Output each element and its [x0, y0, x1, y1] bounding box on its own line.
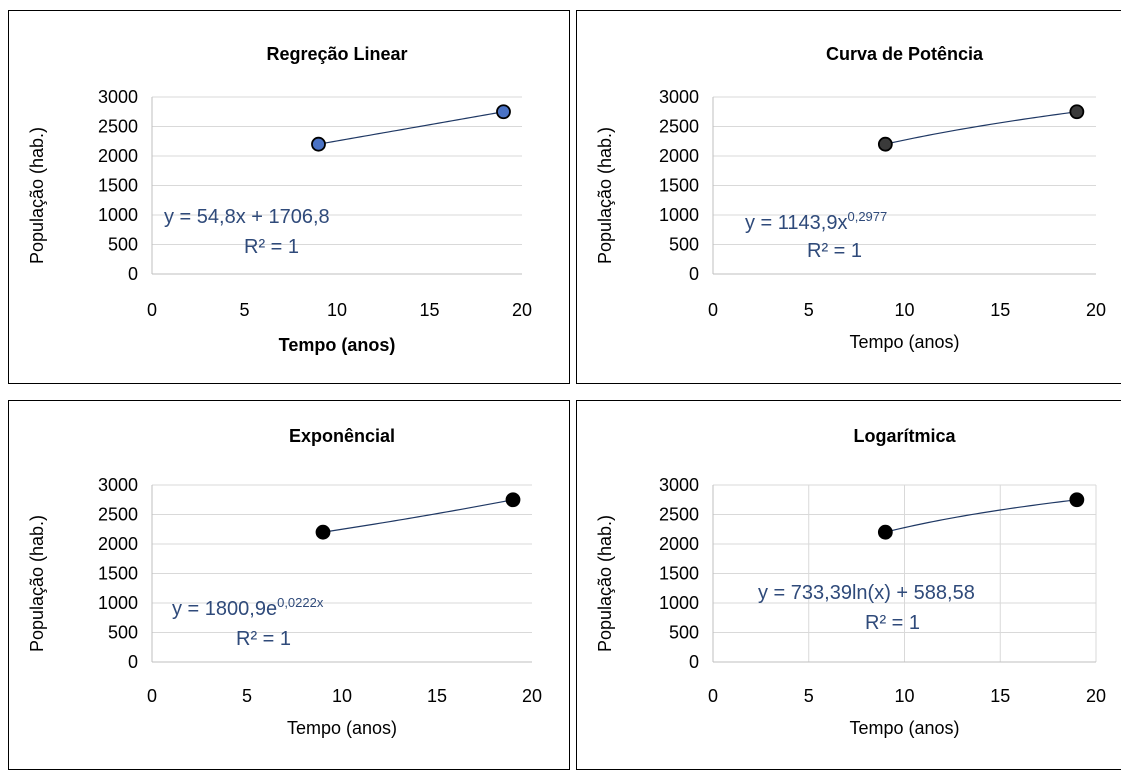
y-tick-label: 1000 [98, 593, 138, 613]
x-tick-label: 15 [427, 686, 447, 706]
r-squared-label: R² = 1 [236, 628, 291, 650]
x-tick-label: 0 [147, 686, 157, 706]
y-tick-label: 2000 [659, 146, 699, 166]
y-tick-label: 1000 [98, 205, 138, 225]
y-tick-label: 2000 [98, 534, 138, 554]
x-tick-label: 0 [708, 300, 718, 320]
y-tick-label: 0 [128, 652, 138, 672]
data-point [1069, 104, 1085, 120]
y-tick-label: 0 [689, 652, 699, 672]
chart-logarithmic: 0 500 1000 1500 2000 2500 3000 0 5 10 15 20 Logarítm… [595, 426, 1106, 738]
y-tick-label: 1500 [98, 564, 138, 584]
data-point [505, 492, 521, 508]
x-tick-label: 20 [1086, 686, 1106, 706]
x-tick-label: 10 [332, 686, 352, 706]
x-axis-label: Tempo (anos) [279, 335, 396, 355]
y-tick-label: 0 [128, 264, 138, 284]
x-tick-label: 5 [239, 300, 249, 320]
y-tick-label: 500 [669, 235, 699, 255]
y-tick-label: 3000 [659, 87, 699, 107]
y-tick-label: 500 [108, 623, 138, 643]
x-axis-label: Tempo (anos) [849, 332, 959, 352]
chart-panel-exponential: 0 500 1000 1500 2000 2500 3000 0 5 10 15 20 Exponênc… [8, 400, 570, 770]
data-point [311, 136, 326, 152]
x-axis-label: Tempo (anos) [849, 718, 959, 738]
chart-panel-linear: 0 500 1000 1500 2000 2500 3000 0 5 10 15 20 Regreção… [8, 10, 570, 384]
y-tick-label: 0 [689, 264, 699, 284]
r-squared-label: R² = 1 [807, 240, 862, 262]
x-tick-label: 15 [419, 300, 439, 320]
y-tick-label: 500 [669, 623, 699, 643]
trendline-equation: y = 1800,9e0,0222x [172, 595, 324, 620]
x-tick-label: 15 [990, 300, 1010, 320]
data-point [877, 524, 893, 540]
y-tick-label: 3000 [98, 475, 138, 495]
trendline [318, 111, 504, 145]
chart-panel-power: 0 500 1000 1500 2000 2500 3000 0 5 10 15 20 Curva de… [576, 10, 1121, 384]
y-axis-label: População (hab.) [595, 127, 615, 264]
data-point [877, 136, 893, 152]
x-tick-label: 5 [804, 300, 814, 320]
chart-panel-logarithmic: 0 500 1000 1500 2000 2500 3000 0 5 10 15 20 Logarítm… [576, 400, 1121, 770]
y-tick-label: 1500 [659, 564, 699, 584]
y-tick-label: 500 [108, 235, 138, 255]
trendline-equation: y = 54,8x + 1706,8 [164, 206, 330, 228]
data-point [1069, 492, 1085, 508]
x-tick-label: 10 [894, 300, 914, 320]
r-squared-label: R² = 1 [244, 236, 299, 258]
y-tick-label: 3000 [659, 475, 699, 495]
y-axis-label: População (hab.) [27, 515, 47, 652]
y-axis-label: População (hab.) [595, 515, 615, 652]
chart-title: Regreção Linear [266, 44, 407, 64]
y-axis-label: População (hab.) [27, 127, 47, 264]
data-point [496, 104, 511, 120]
y-tick-label: 1500 [98, 176, 138, 196]
trendline-equation: y = 733,39ln(x) + 588,58 [758, 582, 975, 604]
chart-title: Curva de Potência [826, 44, 984, 64]
trendline [885, 499, 1077, 533]
y-tick-label: 1000 [659, 205, 699, 225]
chart-title: Exponêncial [289, 426, 395, 446]
r-squared-label: R² = 1 [865, 612, 920, 634]
x-tick-label: 20 [522, 686, 542, 706]
x-tick-label: 10 [327, 300, 347, 320]
x-tick-label: 0 [147, 300, 157, 320]
trendline-equation: y = 1143,9x0,2977 [745, 209, 887, 234]
x-tick-label: 0 [708, 686, 718, 706]
data-point [315, 524, 331, 540]
chart-linear: 0 500 1000 1500 2000 2500 3000 0 5 10 15 20 Regreção… [27, 44, 532, 355]
x-axis-label: Tempo (anos) [287, 718, 397, 738]
x-tick-label: 20 [1086, 300, 1106, 320]
x-tick-label: 5 [242, 686, 252, 706]
chart-exponential: 0 500 1000 1500 2000 2500 3000 0 5 10 15 20 Exponênc… [27, 426, 542, 738]
trendline [885, 111, 1077, 145]
y-tick-label: 2500 [98, 505, 138, 525]
chart-power: 0 500 1000 1500 2000 2500 3000 0 5 10 15 20 Curva de… [595, 44, 1106, 352]
trendline [322, 499, 514, 533]
y-tick-label: 1000 [659, 593, 699, 613]
x-tick-label: 20 [512, 300, 532, 320]
x-tick-label: 10 [894, 686, 914, 706]
y-tick-label: 3000 [98, 87, 138, 107]
x-tick-label: 5 [804, 686, 814, 706]
x-tick-label: 15 [990, 686, 1010, 706]
y-tick-label: 2000 [98, 146, 138, 166]
y-tick-label: 2500 [659, 117, 699, 137]
y-tick-label: 1500 [659, 176, 699, 196]
chart-title: Logarítmica [853, 426, 956, 446]
y-tick-label: 2500 [98, 117, 138, 137]
y-tick-label: 2500 [659, 505, 699, 525]
y-tick-label: 2000 [659, 534, 699, 554]
